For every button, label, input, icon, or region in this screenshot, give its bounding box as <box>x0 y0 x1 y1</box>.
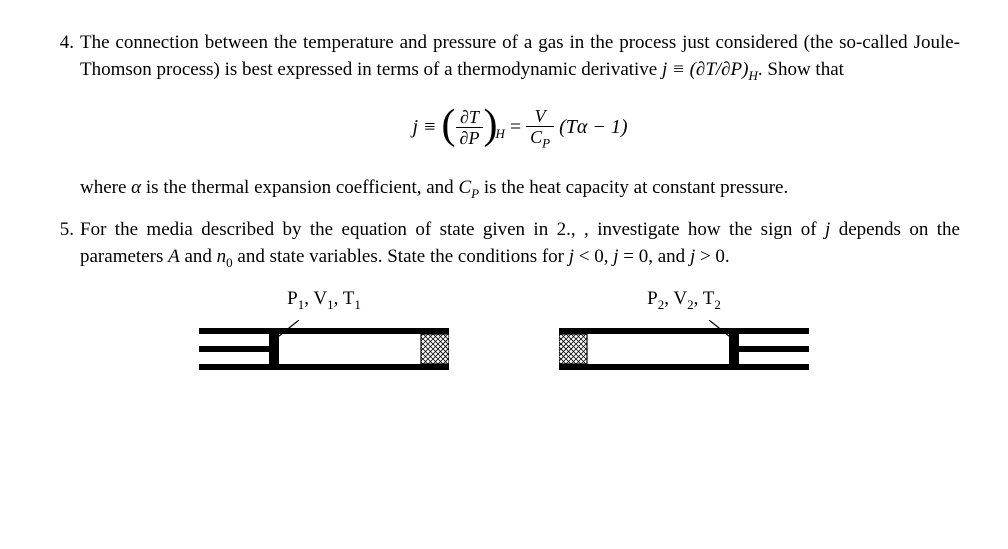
problem4-intro-tail: . Show that <box>758 59 844 80</box>
eq-frac1-den: ∂P <box>460 128 480 148</box>
cp-sub: P <box>471 186 479 201</box>
problem-body: For the media described by the equation … <box>80 217 960 272</box>
eq-frac2-den-sub: P <box>542 135 550 150</box>
lbl: , V <box>664 288 687 309</box>
p5-e2: = 0, and <box>619 246 690 267</box>
p5-a: For the media described by the equation … <box>80 219 825 240</box>
lbl: , V <box>304 288 327 309</box>
diagram-left: P1, V1, T1 <box>199 286 449 378</box>
eq-mid: = <box>510 116 526 138</box>
lbl: , T <box>694 288 715 309</box>
lbl: , T <box>334 288 355 309</box>
p5-A: A <box>168 246 180 267</box>
lbl: P <box>647 288 658 309</box>
lbl: P <box>287 288 298 309</box>
j-defn-lhs: j ≡ (∂T/∂P) <box>662 59 748 80</box>
problem-body: The connection between the temperature a… <box>80 30 960 203</box>
right-label: P2, V2, T2 <box>559 286 809 314</box>
after-a: where <box>80 177 131 198</box>
problem-number: 5. <box>48 217 80 272</box>
eq-rhs: (Tα − 1) <box>559 116 627 138</box>
lbl: 2 <box>714 297 721 312</box>
alpha: α <box>131 177 141 198</box>
left-label: P1, V1, T1 <box>199 286 449 314</box>
p5-d: and state variables. State the condition… <box>233 246 569 267</box>
pipe-left-icon <box>199 320 449 378</box>
pipe-right-icon <box>559 320 809 378</box>
problem-5: 5. For the media described by the equati… <box>48 217 960 272</box>
jt-diagram: P1, V1, T1 P2, V2, T2 <box>48 286 960 378</box>
equation-jt: j ≡ (∂T∂P)H = VCP (Tα − 1) <box>80 99 960 158</box>
eq-lhs: j ≡ <box>412 116 436 138</box>
diagram-right: P2, V2, T2 <box>559 286 809 378</box>
cp: C <box>458 177 471 198</box>
eq-frac2-den: C <box>530 127 542 147</box>
p5-e3: > 0. <box>695 246 729 267</box>
p5-e1: < 0, <box>574 246 613 267</box>
after-b: is the thermal expansion coefficient, an… <box>141 177 458 198</box>
p5-n0: n <box>217 246 227 267</box>
lbl: 1 <box>354 297 361 312</box>
problem-number: 4. <box>48 30 80 203</box>
eq-frac2-num: V <box>535 106 546 126</box>
after-c: is the heat capacity at constant pressur… <box>479 177 788 198</box>
eq-frac2: VCP <box>526 107 554 150</box>
j-defn-sub: H <box>748 67 757 82</box>
lparen-icon: ( <box>442 102 456 148</box>
eq-frac1-num: ∂T <box>460 107 479 127</box>
rparen-icon: ) <box>483 102 497 148</box>
p5-c: and <box>180 246 217 267</box>
eq-frac1: ∂T∂P <box>456 108 484 147</box>
problem-4: 4. The connection between the temperatur… <box>48 30 960 203</box>
